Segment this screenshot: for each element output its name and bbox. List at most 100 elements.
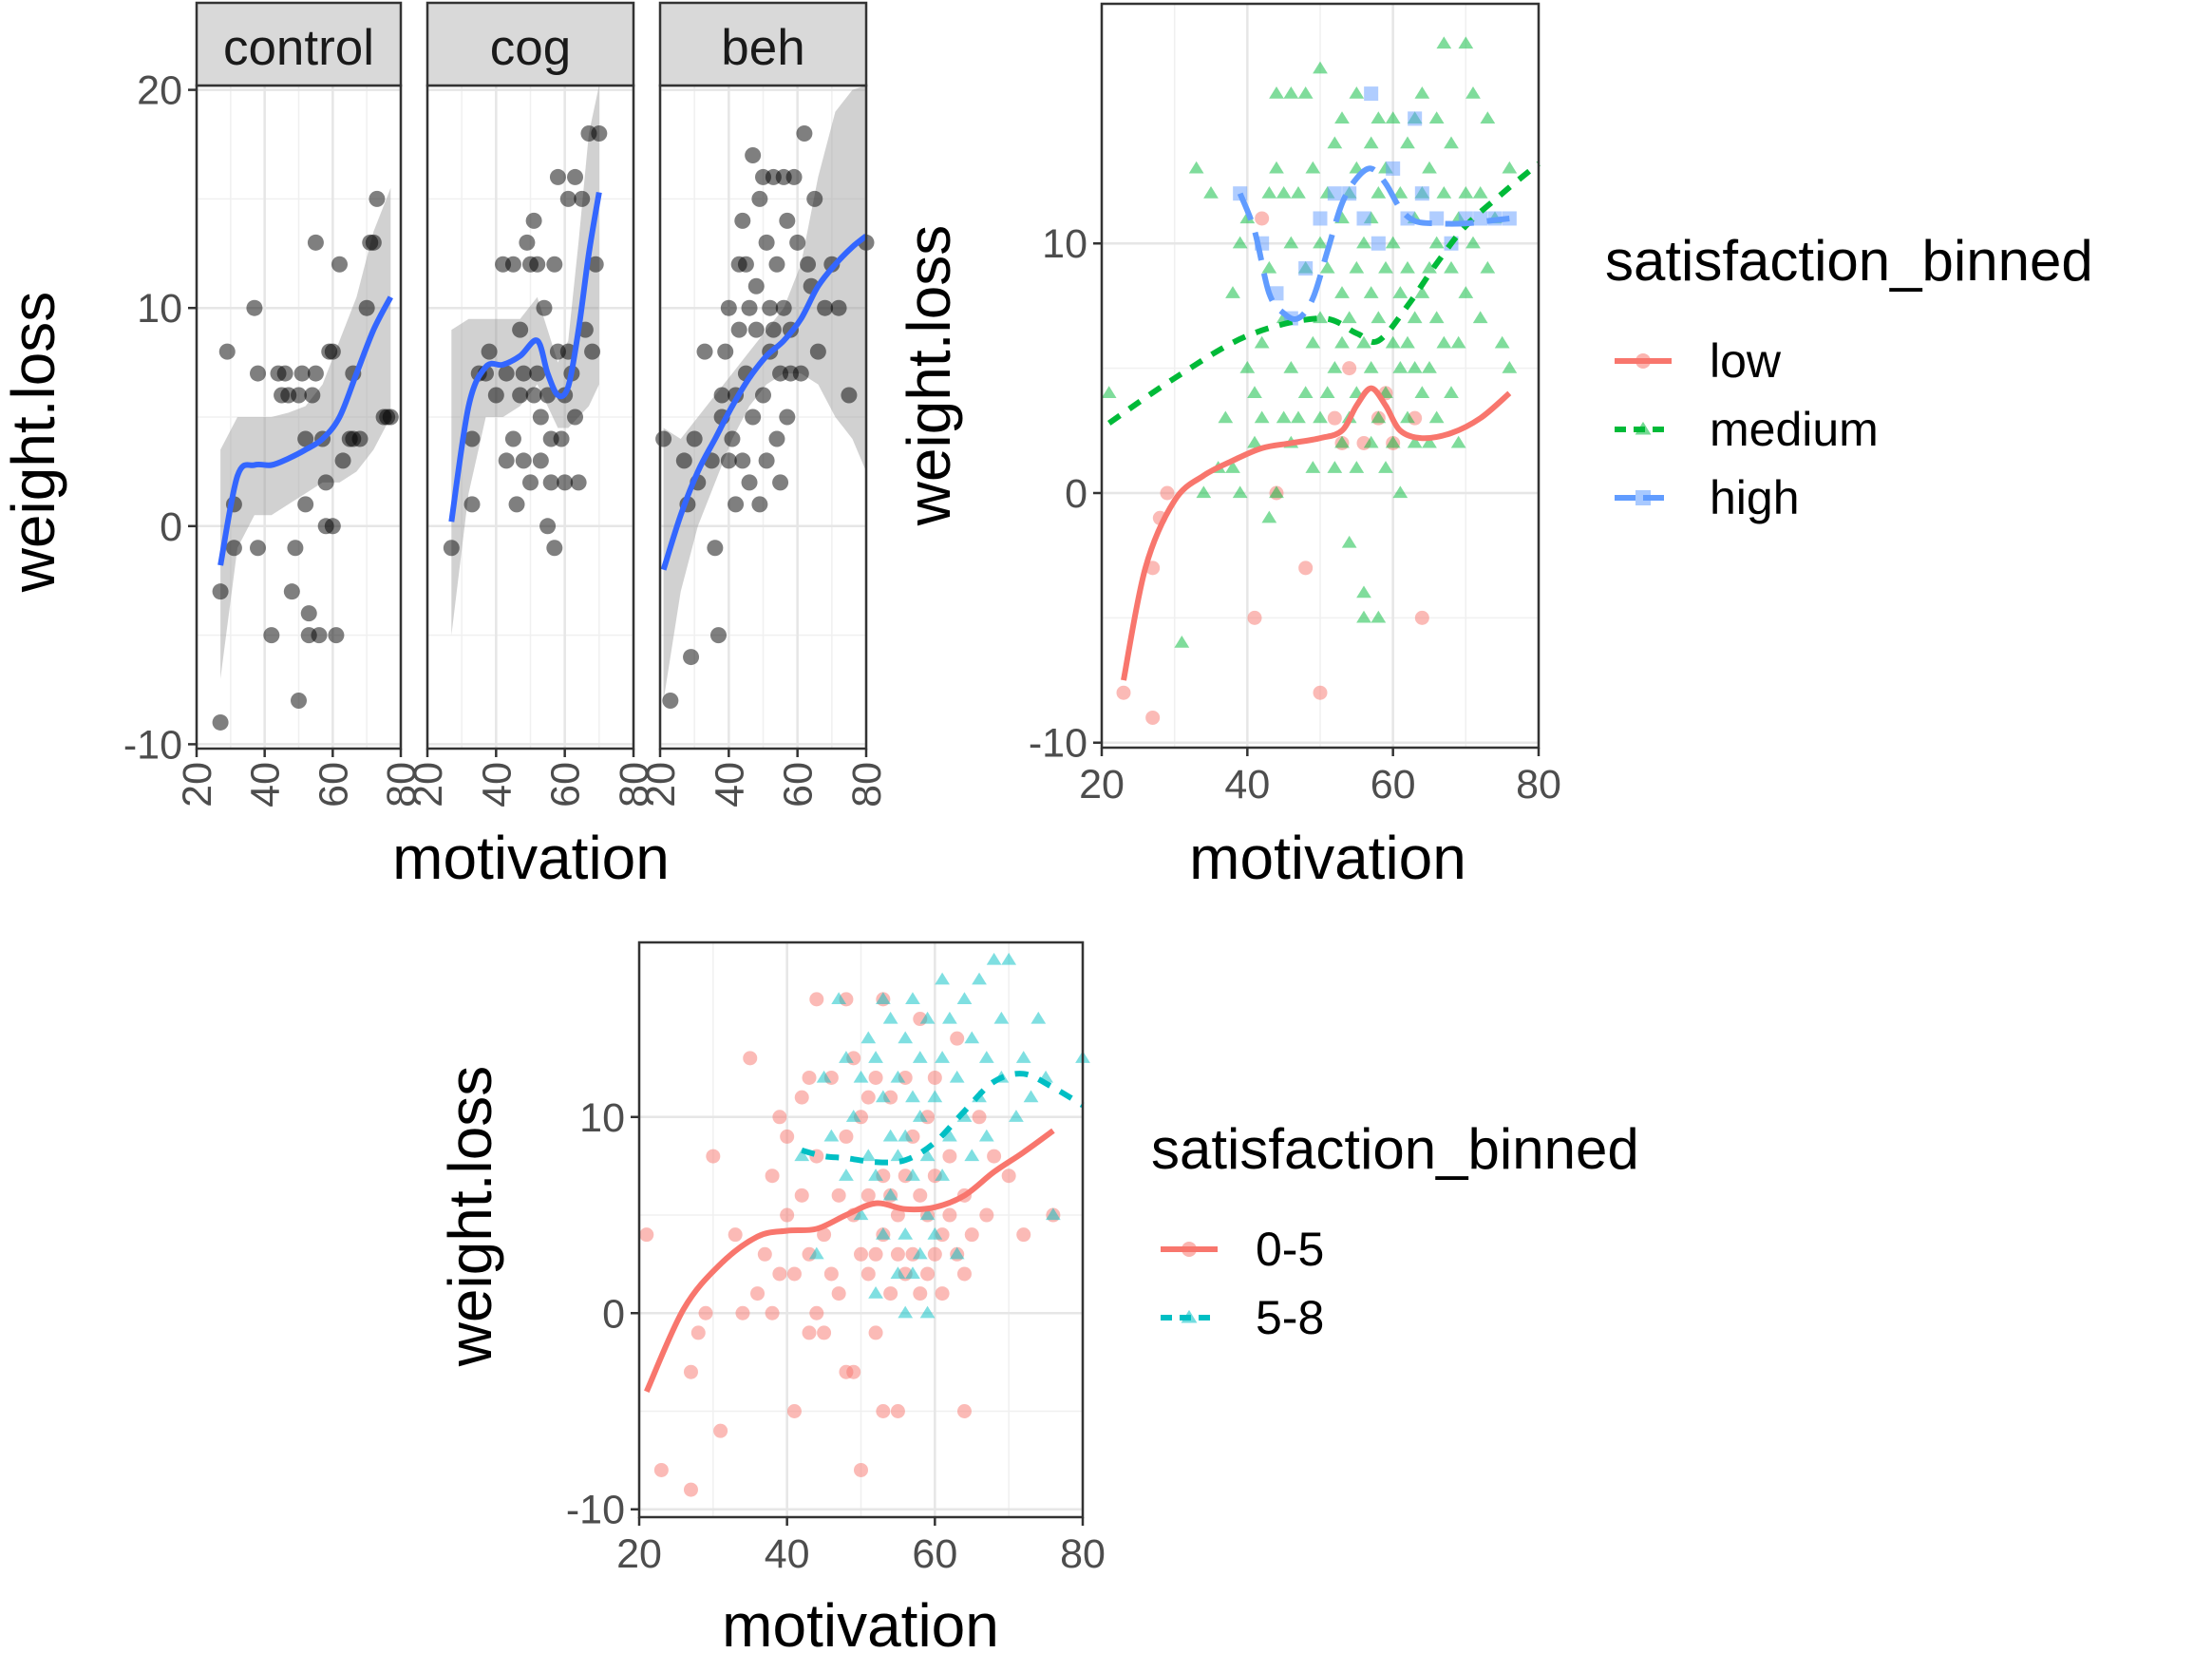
data-point-low [1298, 560, 1314, 576]
data-point-medium [1349, 461, 1365, 473]
data-point [587, 256, 604, 273]
data-point [307, 365, 324, 382]
data-point [559, 190, 577, 207]
data-point-5-8 [845, 1110, 861, 1122]
confidence-band [663, 86, 866, 701]
legend-title: satisfaction_binned [1605, 229, 2093, 293]
data-point [334, 452, 351, 469]
data-point-medium [1363, 360, 1379, 373]
data-point [546, 256, 563, 273]
data-point-medium [1232, 485, 1248, 499]
data-point [504, 256, 521, 273]
data-point-high [1371, 236, 1386, 251]
data-point [574, 190, 591, 207]
data-point-5-8 [935, 972, 950, 985]
x-tick-label: 60 [311, 762, 356, 808]
data-point [758, 452, 775, 469]
data-point-0-5 [860, 1188, 876, 1203]
data-point-medium [1428, 410, 1445, 424]
data-point-5-8 [868, 1285, 883, 1299]
data-point-low [1160, 485, 1175, 501]
data-point-5-8 [831, 992, 847, 1004]
smooth-line-medium [1107, 161, 1541, 426]
y-tick-label: 0 [602, 1291, 625, 1337]
data-point-medium [1458, 36, 1474, 49]
data-point [287, 540, 304, 557]
data-point-0-5 [750, 1286, 766, 1302]
y-axis: -10 0 10 [1029, 221, 1102, 767]
data-point-0-5 [786, 1403, 802, 1418]
data-point-5-8 [890, 1266, 906, 1280]
data-point-0-5 [950, 1031, 965, 1046]
data-point-0-5 [868, 1070, 883, 1085]
smooth-line-0-5 [644, 1128, 1055, 1394]
data-point [225, 540, 242, 557]
data-point-5-8 [898, 1129, 914, 1142]
data-point-5-8 [1009, 1110, 1024, 1122]
data-point-5-8 [898, 1031, 914, 1044]
data-point-5-8 [860, 1031, 877, 1044]
data-point-medium [1378, 461, 1393, 473]
y-tick-label: 10 [1042, 221, 1087, 267]
data-point-high [1408, 111, 1423, 126]
smooth-line-low [1121, 385, 1512, 681]
satisfaction-scatter-plot: -10 0 10 20 40 60 80 motivation weight.loss s… [895, 2, 2093, 892]
data-point-medium [1444, 260, 1459, 274]
legend: satisfaction_binned low medium high [1605, 229, 2093, 524]
data-point-0-5 [868, 1325, 883, 1340]
data-point-high [1313, 211, 1328, 226]
data-point [741, 474, 758, 491]
facet-strip [658, 1, 868, 87]
data-point-high [1327, 186, 1342, 201]
data-point-5-8 [1001, 952, 1017, 965]
data-point-medium [1392, 286, 1408, 298]
data-point-high [1298, 261, 1314, 276]
data-point-0-5 [890, 1246, 905, 1262]
data-point-medium [1371, 610, 1387, 623]
data-point-5-8 [927, 1227, 943, 1240]
data-point-medium [1414, 386, 1430, 398]
data-point [796, 125, 813, 142]
data-point-0-5 [772, 1110, 787, 1125]
data-point-medium [1356, 236, 1371, 249]
data-point-high [1356, 211, 1371, 226]
data-point-5-8 [905, 1168, 920, 1181]
data-point-5-8 [1045, 1207, 1061, 1221]
data-point [591, 125, 608, 142]
data-point [785, 168, 803, 185]
data-point-0-5 [653, 1462, 669, 1477]
data-point [539, 387, 557, 404]
x-tick-label: 80 [1060, 1531, 1106, 1577]
data-point [443, 540, 460, 557]
data-point-medium [1218, 410, 1234, 424]
data-point-0-5 [913, 1188, 928, 1203]
x-tick-label: 60 [1371, 762, 1416, 808]
data-point [655, 430, 672, 447]
data-point [789, 234, 806, 251]
data-point-0-5 [639, 1227, 654, 1243]
data-point-0-5 [868, 1246, 883, 1262]
data-point [498, 365, 515, 382]
data-point-0-5 [920, 1266, 936, 1282]
data-point-0-5 [831, 1286, 846, 1302]
data-point-5-8 [875, 992, 891, 1004]
data-point-5-8 [882, 1129, 898, 1142]
data-point-medium [1297, 386, 1314, 398]
data-point-medium [1225, 286, 1240, 298]
data-point [806, 190, 823, 207]
data-point [675, 452, 692, 469]
data-point-0-5 [757, 1246, 772, 1262]
x-tick-label: 20 [638, 762, 684, 808]
confidence-band [451, 86, 599, 636]
data-point [696, 343, 713, 360]
data-point-0-5 [794, 1090, 809, 1105]
data-point [539, 518, 557, 535]
legend-label: low [1710, 334, 1782, 388]
data-point [250, 365, 266, 382]
data-point [331, 256, 348, 273]
data-point-medium [1261, 260, 1277, 274]
data-point [755, 387, 771, 404]
data-point [212, 713, 229, 731]
data-point-0-5 [765, 1305, 780, 1320]
data-point-medium [1334, 435, 1350, 448]
